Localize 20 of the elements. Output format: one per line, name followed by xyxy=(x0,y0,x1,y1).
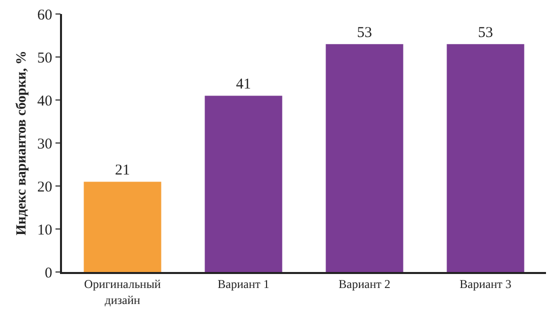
y-tick-label: 50 xyxy=(37,50,52,66)
x-tick-label: Вариант 2 xyxy=(338,277,390,292)
bar xyxy=(84,182,162,272)
bar xyxy=(326,44,404,272)
x-tick-label: Вариант 1 xyxy=(218,277,270,292)
y-tick-label: 60 xyxy=(37,7,52,24)
data-label: 53 xyxy=(357,25,372,42)
y-tick-label: 0 xyxy=(44,265,52,282)
x-tick-label: Вариант 3 xyxy=(460,277,512,292)
data-label: 41 xyxy=(236,76,251,93)
bar xyxy=(446,44,524,272)
y-tick-label: 20 xyxy=(37,179,52,196)
bar xyxy=(204,96,282,272)
y-tick-label: 30 xyxy=(37,136,52,152)
x-tick-label: Оригинальный дизайн xyxy=(84,277,162,307)
y-tick-label: 40 xyxy=(37,93,52,110)
y-tick-label: 10 xyxy=(37,222,52,238)
data-label: 21 xyxy=(115,162,130,179)
data-label: 53 xyxy=(478,25,493,42)
y-axis-title: Индекс вариантов сборки, % xyxy=(14,50,30,236)
